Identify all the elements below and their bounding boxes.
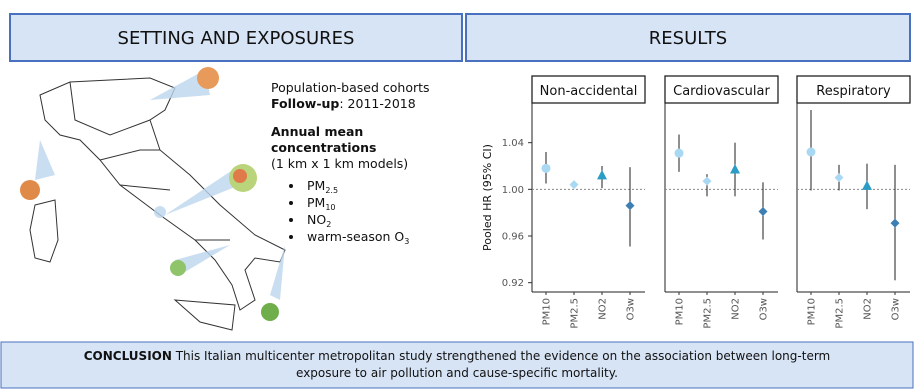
panel-title: Cardiovascular <box>673 84 770 99</box>
y-tick-label: 1.00 <box>502 185 524 196</box>
x-tick-label: PM2.5 <box>835 298 846 329</box>
point <box>542 164 551 173</box>
y-tick-label: 0.92 <box>502 278 524 289</box>
point <box>675 149 684 158</box>
graphical-abstract: SETTING AND EXPOSURES RESULTS Population… <box>0 0 915 390</box>
x-tick-label: O3w <box>626 298 637 320</box>
bullet <box>289 201 293 205</box>
pollutant: PM10 <box>307 195 336 212</box>
sardinia <box>30 200 58 262</box>
point <box>759 207 768 216</box>
models: (1 km x 1 km models) <box>271 156 408 171</box>
x-tick-label: PM10 <box>675 298 686 325</box>
city-map <box>197 67 219 89</box>
conclusion-text: This Italian multicenter metropolitan st… <box>172 349 830 363</box>
pollutant-main: PM <box>307 178 325 193</box>
chart: Pooled HR (95% CI) 0.92 0.96 1.00 1.04 Non-ac… <box>481 76 910 329</box>
bullet <box>289 184 293 188</box>
y-tick-label: 0.96 <box>502 232 524 243</box>
panel-title: Respiratory <box>816 84 891 99</box>
x-tick-label: O3w <box>759 298 770 320</box>
x-tick-label: NO2 <box>731 298 742 320</box>
pollutant-main: warm-season O <box>307 229 404 244</box>
point <box>891 219 900 228</box>
exposure-title: Annual mean <box>271 124 363 139</box>
x-tick-label: O3w <box>891 298 902 320</box>
follow-up-label: Follow-up <box>271 96 339 111</box>
point <box>703 177 712 186</box>
panel-title: Non-accidental <box>540 84 638 99</box>
follow-up: Follow-up: 2011-2018 <box>271 96 416 111</box>
callout <box>35 140 55 180</box>
pollutant: warm-season O3 <box>307 229 409 246</box>
point <box>807 148 816 157</box>
x-tick-label: PM2.5 <box>570 298 581 329</box>
x-tick-label: NO2 <box>863 298 874 320</box>
city-map <box>261 303 279 321</box>
bullet <box>289 218 293 222</box>
point <box>862 180 872 190</box>
x-tick-label: PM10 <box>542 298 553 325</box>
x-tick-label: PM2.5 <box>703 298 714 329</box>
mainland <box>40 78 285 310</box>
pollutant: NO2 <box>307 212 331 229</box>
sicily <box>175 300 235 330</box>
pollutant-sub: 10 <box>325 203 335 212</box>
y-axis-label: Pooled HR (95% CI) <box>481 144 494 251</box>
conclusion-text: exposure to air pollution and cause-spec… <box>296 366 618 380</box>
pollutant-sub: 2 <box>326 220 331 229</box>
left-title: SETTING AND EXPOSURES <box>118 28 355 49</box>
conclusion-line: CONCLUSION This Italian multicenter metr… <box>84 349 831 363</box>
pollutant-main: PM <box>307 195 325 210</box>
pollutant-sub: 2.5 <box>325 186 338 195</box>
cohorts: Population-based cohorts <box>271 80 430 95</box>
pollutant-main: NO <box>307 212 326 227</box>
city-map <box>20 180 40 200</box>
right-title: RESULTS <box>649 28 727 49</box>
city-map <box>233 169 247 183</box>
bullet <box>289 235 293 239</box>
point <box>597 170 607 180</box>
follow-up-value: : 2011-2018 <box>339 96 415 111</box>
pollutant: PM2.5 <box>307 178 338 195</box>
pollutant-sub: 3 <box>404 237 409 246</box>
point <box>730 164 740 174</box>
city-map <box>170 260 186 276</box>
exposure-title: concentrations <box>271 140 376 155</box>
x-tick-label: PM10 <box>807 298 818 325</box>
y-tick-label: 1.04 <box>502 138 524 149</box>
x-tick-label: NO2 <box>598 298 609 320</box>
point <box>835 173 844 182</box>
city <box>154 206 166 218</box>
point <box>626 201 635 210</box>
conclusion-label: CONCLUSION <box>84 349 172 363</box>
italy-map <box>30 78 285 330</box>
point <box>570 180 579 189</box>
